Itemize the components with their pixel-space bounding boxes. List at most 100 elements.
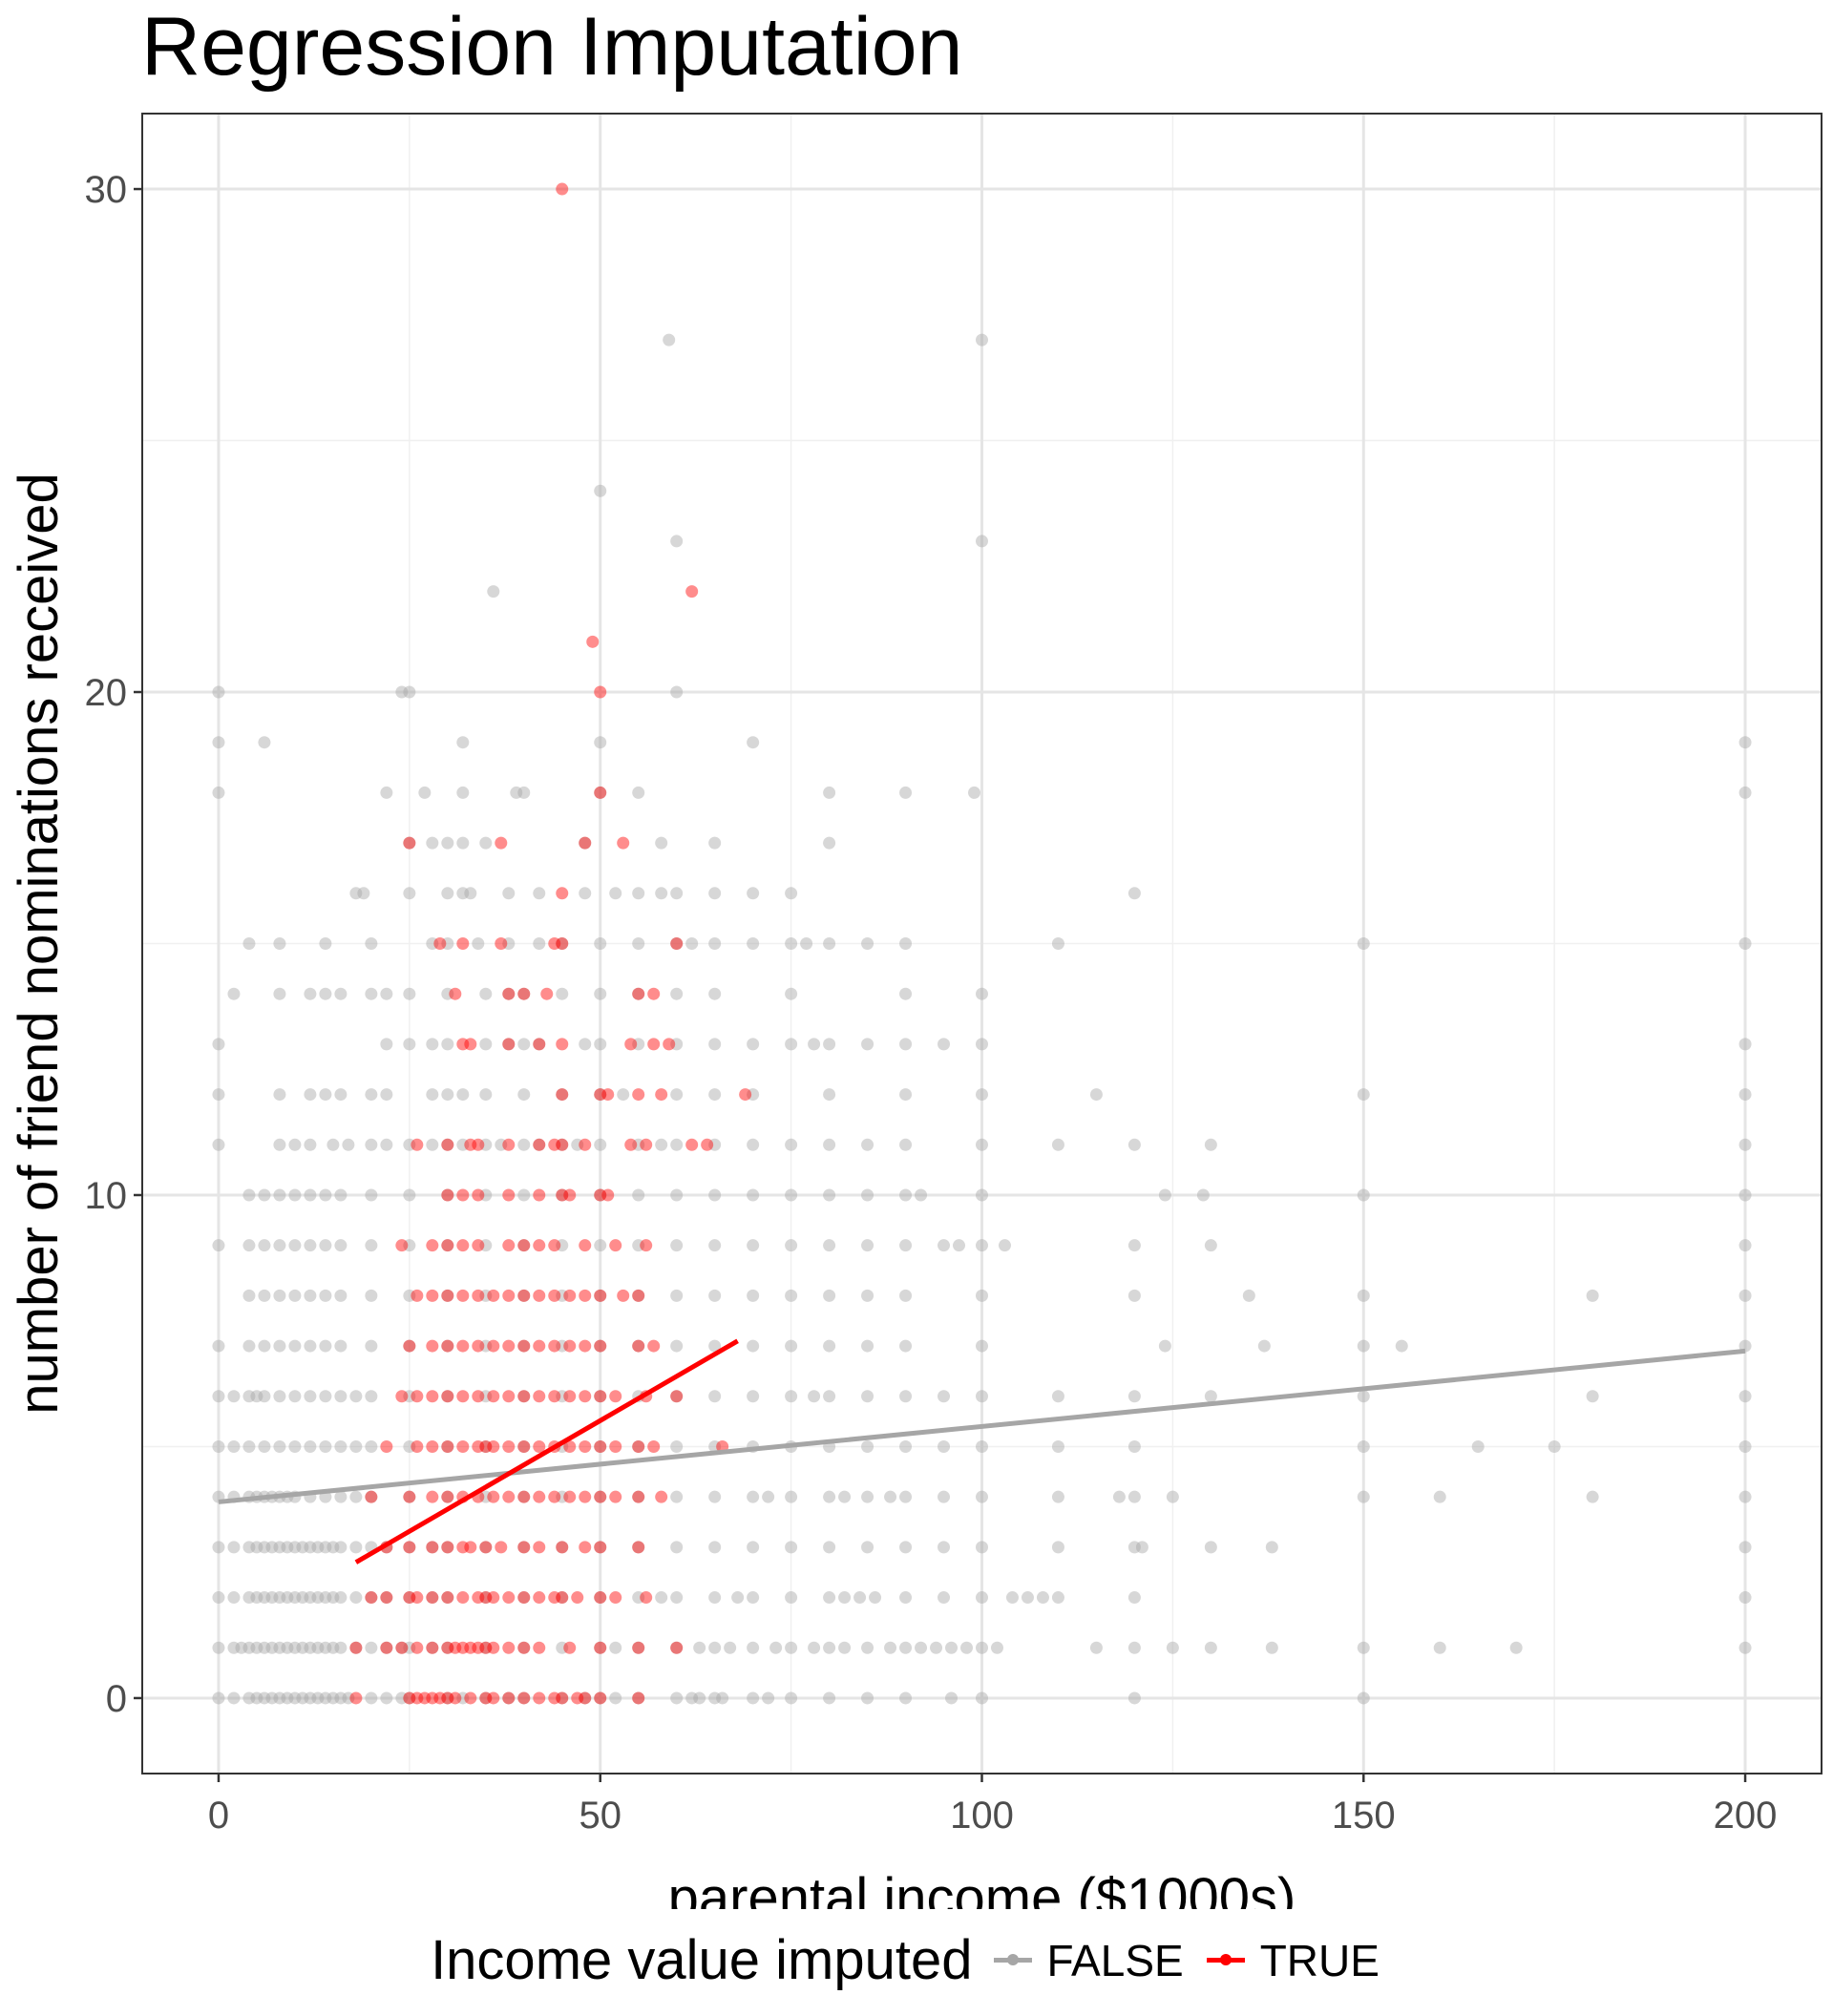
data-point-false [227, 1541, 241, 1554]
data-point-false [273, 1691, 286, 1705]
data-point-true [609, 1591, 622, 1605]
data-point-false [609, 1691, 622, 1705]
data-point-false [403, 987, 416, 1000]
data-point-false [517, 786, 531, 799]
data-point-false [1021, 1591, 1034, 1605]
data-point-true [441, 1490, 454, 1503]
data-point-false [227, 1390, 241, 1403]
data-point-true [502, 1188, 516, 1202]
data-point-false [334, 1691, 348, 1705]
data-point-false [212, 1641, 225, 1654]
data-point-false [380, 1038, 393, 1051]
data-point-true [556, 887, 569, 900]
data-point-true [548, 1289, 561, 1302]
data-point-false [517, 1591, 531, 1605]
data-point-false [1196, 1188, 1210, 1202]
data-point-true [479, 1641, 493, 1654]
data-point-true [563, 1188, 577, 1202]
legend: Income value imputed FALSE TRUE [0, 1928, 1833, 1992]
data-point-false [1127, 1439, 1141, 1453]
data-point-false [365, 937, 378, 950]
data-point-false [380, 1691, 393, 1705]
legend-label-false: FALSE [1046, 1935, 1184, 1985]
data-point-false [747, 937, 760, 950]
data-point-true [586, 635, 600, 648]
data-point-false [869, 1591, 882, 1605]
data-point-false [609, 887, 622, 900]
data-point-true [426, 1490, 439, 1503]
data-point-true [487, 1439, 500, 1453]
data-point-false [502, 1691, 516, 1705]
data-point-false [349, 1490, 363, 1503]
data-point-false [441, 1038, 454, 1051]
data-point-false [632, 987, 645, 1000]
data-point-false [242, 937, 256, 950]
data-point-false [258, 1439, 271, 1453]
data-point-false [556, 1188, 569, 1202]
data-point-true [548, 1691, 561, 1705]
data-point-true [579, 1239, 592, 1252]
data-point-true [464, 1641, 477, 1654]
data-point-true [655, 1490, 668, 1503]
data-point-true [617, 1289, 630, 1302]
data-point-false [1089, 1641, 1103, 1654]
data-point-false [556, 1691, 569, 1705]
data-point-false [441, 1641, 454, 1654]
data-point-false [227, 987, 241, 1000]
data-point-true [594, 1641, 607, 1654]
data-point-true [563, 1641, 577, 1654]
x-tick-label: 100 [950, 1795, 1014, 1837]
data-point-true [548, 1490, 561, 1503]
data-point-true [380, 1591, 393, 1605]
data-point-false [227, 1641, 241, 1654]
data-point-false [747, 887, 760, 900]
data-point-false [349, 1541, 363, 1554]
data-point-true [517, 1490, 531, 1503]
data-point-false [1127, 1541, 1141, 1554]
data-point-false [747, 1641, 760, 1654]
data-point-false [273, 987, 286, 1000]
data-point-true [487, 1490, 500, 1503]
data-point-false [823, 1390, 836, 1403]
regression-line-true [354, 1338, 739, 1564]
data-point-false [258, 1239, 271, 1252]
data-point-true [632, 987, 645, 1000]
data-point-true [441, 1339, 454, 1353]
data-point-true [548, 1239, 561, 1252]
data-point-false [441, 1188, 454, 1202]
data-point-false [441, 1088, 454, 1102]
y-tick-label: 30 [85, 169, 128, 211]
data-point-false [304, 1239, 317, 1252]
data-point-false [403, 836, 416, 850]
data-point-false [747, 1591, 760, 1605]
data-point-false [762, 1691, 775, 1705]
data-point-false [823, 1088, 836, 1102]
data-point-true [594, 1289, 607, 1302]
data-point-true [456, 1188, 470, 1202]
data-point-false [304, 1541, 317, 1554]
y-tick-label: 20 [85, 672, 128, 714]
data-point-false [670, 987, 684, 1000]
data-point-true [533, 1390, 546, 1403]
data-point-false [456, 836, 470, 850]
data-point-false [861, 1038, 874, 1051]
data-point-false [403, 1339, 416, 1353]
data-point-false [365, 1188, 378, 1202]
data-point-false [441, 1289, 454, 1302]
data-point-false [968, 786, 981, 799]
data-point-true [426, 1439, 439, 1453]
data-point-false [495, 1138, 508, 1151]
data-point-false [510, 786, 523, 799]
data-point-true [472, 1289, 485, 1302]
data-point-true [563, 1490, 577, 1503]
data-point-false [838, 1490, 852, 1503]
data-point-true [579, 1439, 592, 1453]
data-point-false [823, 1541, 836, 1554]
data-point-false [1586, 1289, 1599, 1302]
data-point-false [594, 1390, 607, 1403]
data-point-false [1586, 1390, 1599, 1403]
data-point-false [242, 1339, 256, 1353]
data-point-true [472, 1641, 485, 1654]
data-point-false [502, 987, 516, 1000]
data-point-false [227, 1691, 241, 1705]
